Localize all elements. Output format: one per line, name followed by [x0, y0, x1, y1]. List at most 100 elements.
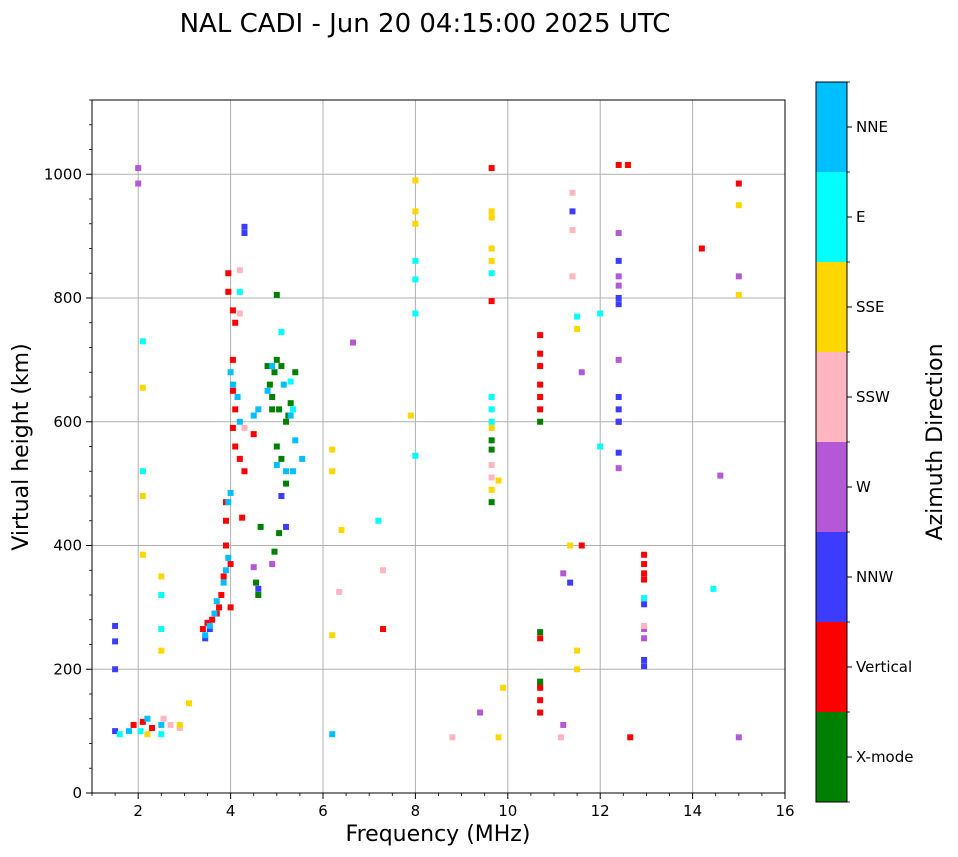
colorbar-segment — [816, 82, 847, 172]
data-point-ssw — [160, 715, 167, 722]
data-point-x-mode — [269, 394, 276, 400]
x-axis-ticks: 2 4 6 8 10 12 14 16 — [91, 793, 795, 820]
data-point-vertical — [641, 570, 648, 577]
data-point-w — [615, 273, 622, 280]
data-point-nne — [329, 731, 336, 738]
data-point-sse — [176, 721, 183, 728]
data-point-vertical — [488, 165, 495, 172]
data-point-vertical — [537, 406, 544, 413]
data-point-vertical — [641, 561, 648, 568]
data-point-nnw — [567, 579, 574, 586]
data-point-ssw — [236, 310, 243, 317]
data-point-e — [488, 418, 495, 425]
plot-area — [92, 100, 785, 793]
data-point-ssw — [176, 725, 183, 732]
data-point-e — [412, 452, 419, 459]
data-point-vertical — [615, 161, 622, 168]
data-point-sse — [186, 700, 193, 707]
data-point-w — [560, 570, 567, 577]
y-axis-label: Virtual height (km) — [9, 343, 34, 550]
data-point-vertical — [537, 394, 544, 400]
data-point-e — [412, 257, 419, 264]
data-point-sse — [488, 245, 495, 252]
data-point-nne — [225, 499, 232, 506]
data-point-vertical — [578, 542, 585, 549]
data-point-nne — [255, 406, 262, 413]
data-point-ssw — [557, 734, 564, 741]
data-point-x-mode — [269, 406, 276, 413]
data-point-vertical — [209, 616, 216, 623]
data-point-nne — [144, 715, 151, 722]
data-marks — [112, 161, 742, 741]
data-point-nne — [206, 622, 213, 629]
x-tick-label: 12 — [591, 802, 610, 820]
data-point-sse — [735, 291, 742, 298]
data-point-vertical — [229, 387, 236, 394]
data-point-vertical — [537, 697, 544, 704]
data-point-vertical — [537, 684, 544, 691]
data-point-e — [412, 276, 419, 283]
colorbar-tick-label: NNE — [856, 118, 888, 136]
colorbar-segment — [816, 712, 847, 802]
colorbar-segment — [816, 172, 847, 262]
data-point-nne — [299, 455, 306, 462]
data-point-x-mode — [273, 291, 280, 298]
data-point-nne — [283, 468, 290, 475]
data-point-vertical — [239, 514, 246, 521]
data-point-ssw — [380, 567, 387, 574]
data-point-nnw — [241, 223, 248, 230]
data-point-vertical — [225, 288, 232, 295]
data-point-w — [641, 635, 648, 642]
data-point-e — [488, 270, 495, 277]
data-point-vertical — [220, 573, 227, 580]
data-point-x-mode — [253, 579, 260, 586]
data-point-sse — [488, 486, 495, 493]
data-point-x-mode — [276, 530, 283, 537]
data-point-vertical — [229, 307, 236, 314]
data-point-e — [278, 329, 285, 336]
data-point-w — [250, 564, 257, 571]
data-point-vertical — [232, 443, 239, 450]
data-point-nnw — [278, 493, 285, 499]
data-point-e — [574, 313, 581, 320]
colorbar-tick-label: W — [856, 478, 871, 496]
data-point-sse — [500, 684, 507, 691]
data-point-nne — [236, 418, 243, 425]
data-point-vertical — [537, 332, 544, 339]
data-point-ssw — [488, 462, 495, 469]
data-point-nnw — [615, 301, 622, 308]
data-point-x-mode — [276, 406, 283, 413]
data-point-ssw — [569, 273, 576, 280]
data-point-x-mode — [287, 400, 294, 407]
y-tick-label: 200 — [53, 660, 82, 678]
data-point-x-mode — [255, 592, 262, 598]
data-point-x-mode — [273, 443, 280, 450]
data-point-vertical — [624, 161, 631, 168]
x-tick-label: 8 — [411, 802, 421, 820]
data-point-w — [350, 339, 357, 346]
x-tick-label: 4 — [226, 802, 236, 820]
data-point-nne — [220, 579, 227, 586]
colorbar-segment — [816, 532, 847, 622]
data-point-nne — [289, 468, 296, 475]
data-point-x-mode — [537, 681, 544, 688]
colorbar-segment — [816, 352, 847, 442]
data-point-vertical — [250, 431, 257, 438]
data-point-x-mode — [488, 499, 495, 506]
data-point-e — [641, 595, 648, 602]
data-point-nne — [229, 381, 236, 388]
data-point-w — [578, 369, 585, 376]
data-point-vertical — [488, 298, 495, 305]
data-point-ssw — [569, 226, 576, 233]
data-point-nnw — [283, 523, 290, 530]
data-point-sse — [488, 214, 495, 221]
y-tick-label: 0 — [72, 784, 82, 802]
data-point-x-mode — [278, 455, 285, 462]
data-point-vertical — [380, 626, 387, 633]
data-point-e — [158, 626, 165, 633]
data-point-vertical — [222, 542, 229, 549]
data-point-e — [289, 406, 296, 413]
data-point-vertical — [735, 180, 742, 187]
data-point-w — [735, 734, 742, 741]
y-tick-label: 400 — [53, 537, 82, 555]
